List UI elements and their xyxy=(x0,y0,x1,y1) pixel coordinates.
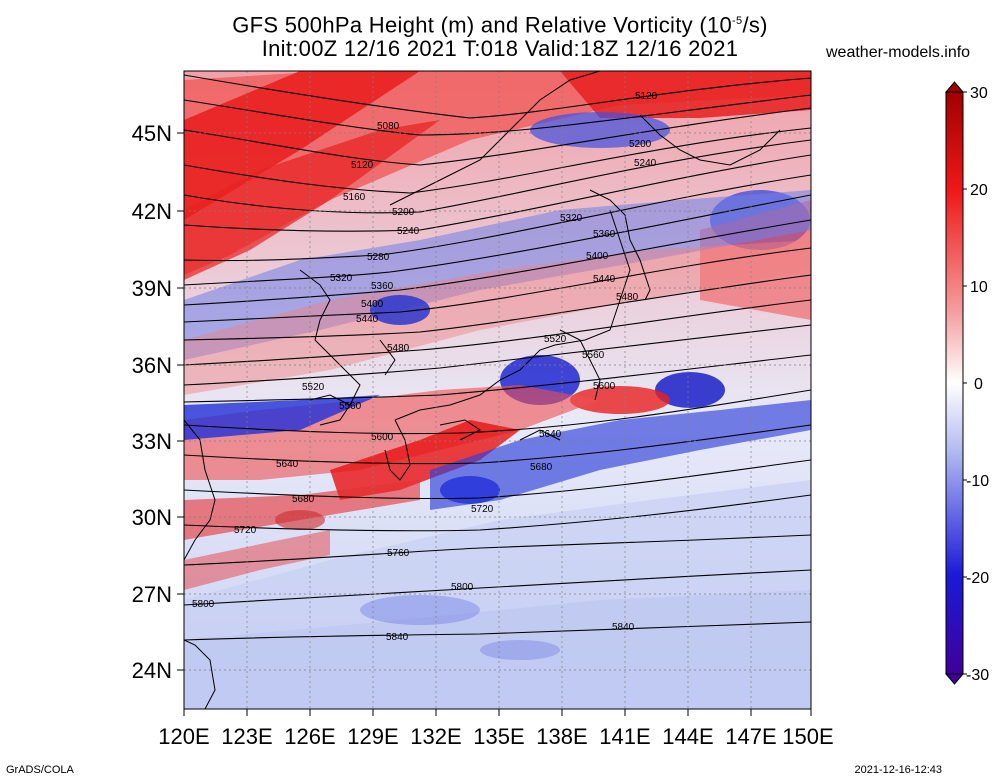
lat-label: 33N xyxy=(132,429,172,454)
colorbar-label: 10 xyxy=(970,279,988,296)
lon-label: 135E xyxy=(473,724,524,749)
contour-label: 5600 xyxy=(593,381,616,392)
lat-label: 45N xyxy=(132,121,172,146)
contour-label: 5120 xyxy=(635,91,658,102)
footer-credit: GrADS/COLA xyxy=(6,764,74,776)
contour-label: 5240 xyxy=(397,226,420,237)
contour-label: 5080 xyxy=(377,121,400,132)
contour-label: 5520 xyxy=(544,334,567,345)
colorbar-label: 20 xyxy=(970,182,988,199)
colorbar-labels: 30 20 10 0 -10 -20 -30 xyxy=(966,85,989,684)
colorbar-body xyxy=(945,91,964,675)
contour-label: 5160 xyxy=(343,192,366,203)
title-exponent: -5 xyxy=(732,15,743,27)
contour-label: 5600 xyxy=(371,432,394,443)
contour-label: 5200 xyxy=(629,139,652,150)
vorticity-field xyxy=(184,71,811,709)
lon-label: 120E xyxy=(158,724,209,749)
lat-label: 30N xyxy=(132,505,172,530)
graticule xyxy=(184,71,811,709)
contour-label: 5480 xyxy=(616,292,639,303)
chart-subtitle: Init:00Z 12/16 2021 T:018 Valid:18Z 12/1… xyxy=(261,36,739,61)
contour-label: 5120 xyxy=(351,160,374,171)
lon-label: 132E xyxy=(410,724,461,749)
lon-label: 138E xyxy=(536,724,587,749)
contour-label: 5400 xyxy=(586,251,609,262)
contour-label: 5760 xyxy=(387,548,410,559)
contour-label: 5680 xyxy=(292,494,315,505)
contour-label: 5360 xyxy=(593,229,616,240)
colorbar-label: 30 xyxy=(970,85,988,102)
chart-title: GFS 500hPa Height (m) and Relative Vorti… xyxy=(232,12,768,38)
lat-label: 27N xyxy=(132,582,172,607)
contour-label: 5480 xyxy=(387,343,410,354)
contour-label: 5800 xyxy=(451,582,474,593)
lon-label: 141E xyxy=(599,724,650,749)
coastlines xyxy=(184,71,781,709)
contour-label: 5440 xyxy=(356,314,379,325)
footer-timestamp: 2021-12-16-12:43 xyxy=(854,764,942,776)
contour-label: 5200 xyxy=(392,207,415,218)
lon-labels: 120E 123E 126E 129E 132E 135E 138E 141E … xyxy=(158,724,833,749)
lon-label: 126E xyxy=(284,724,335,749)
lat-labels: 45N 42N 39N 36N 33N 30N 27N 24N xyxy=(132,121,172,683)
contour-label: 5680 xyxy=(530,462,553,473)
contour-label: 5400 xyxy=(361,299,384,310)
contour-label: 5840 xyxy=(386,632,409,643)
lat-label: 39N xyxy=(132,276,172,301)
contour-label: 5720 xyxy=(234,525,257,536)
lon-label: 123E xyxy=(221,724,272,749)
colorbar-min-arrow xyxy=(944,673,965,685)
lat-label: 36N xyxy=(132,353,172,378)
contour-label: 5440 xyxy=(593,274,616,285)
contour-label: 5280 xyxy=(367,252,390,263)
contour-label: 5720 xyxy=(471,504,494,515)
colorbar-max-arrow xyxy=(944,81,965,93)
contour-label: 5640 xyxy=(539,429,562,440)
lon-label: 144E xyxy=(662,724,713,749)
colorbar-label: -30 xyxy=(966,667,989,684)
contour-label: 5240 xyxy=(634,158,657,169)
lat-label: 42N xyxy=(132,199,172,224)
contour-labels: 5080 5120 5160 5200 5240 5280 5320 5360 … xyxy=(192,91,658,643)
lon-label: 150E xyxy=(782,724,833,749)
contour-label: 5320 xyxy=(560,213,583,224)
colorbar-label: 0 xyxy=(974,376,983,393)
axis-ticks xyxy=(177,132,812,716)
contour-label: 5640 xyxy=(276,459,299,470)
colorbar-label: -20 xyxy=(966,570,989,587)
contour-label: 5560 xyxy=(582,350,605,361)
lat-label: 24N xyxy=(132,658,172,683)
contour-label: 5360 xyxy=(371,281,394,292)
contour-label: 5320 xyxy=(330,273,353,284)
colorbar-ticks xyxy=(963,91,967,675)
colorbar: 30 20 10 0 -10 -20 -30 xyxy=(944,81,989,685)
height-contours xyxy=(184,74,811,641)
plot-frame xyxy=(183,70,812,710)
lon-label: 129E xyxy=(347,724,398,749)
colorbar-label: -10 xyxy=(966,473,989,490)
contour-label: 5560 xyxy=(339,401,362,412)
contour-label: 5840 xyxy=(612,622,635,633)
lon-label: 147E xyxy=(725,724,776,749)
contour-label: 5800 xyxy=(192,599,215,610)
site-label: weather-models.info xyxy=(826,44,971,61)
contour-label: 5520 xyxy=(302,382,325,393)
